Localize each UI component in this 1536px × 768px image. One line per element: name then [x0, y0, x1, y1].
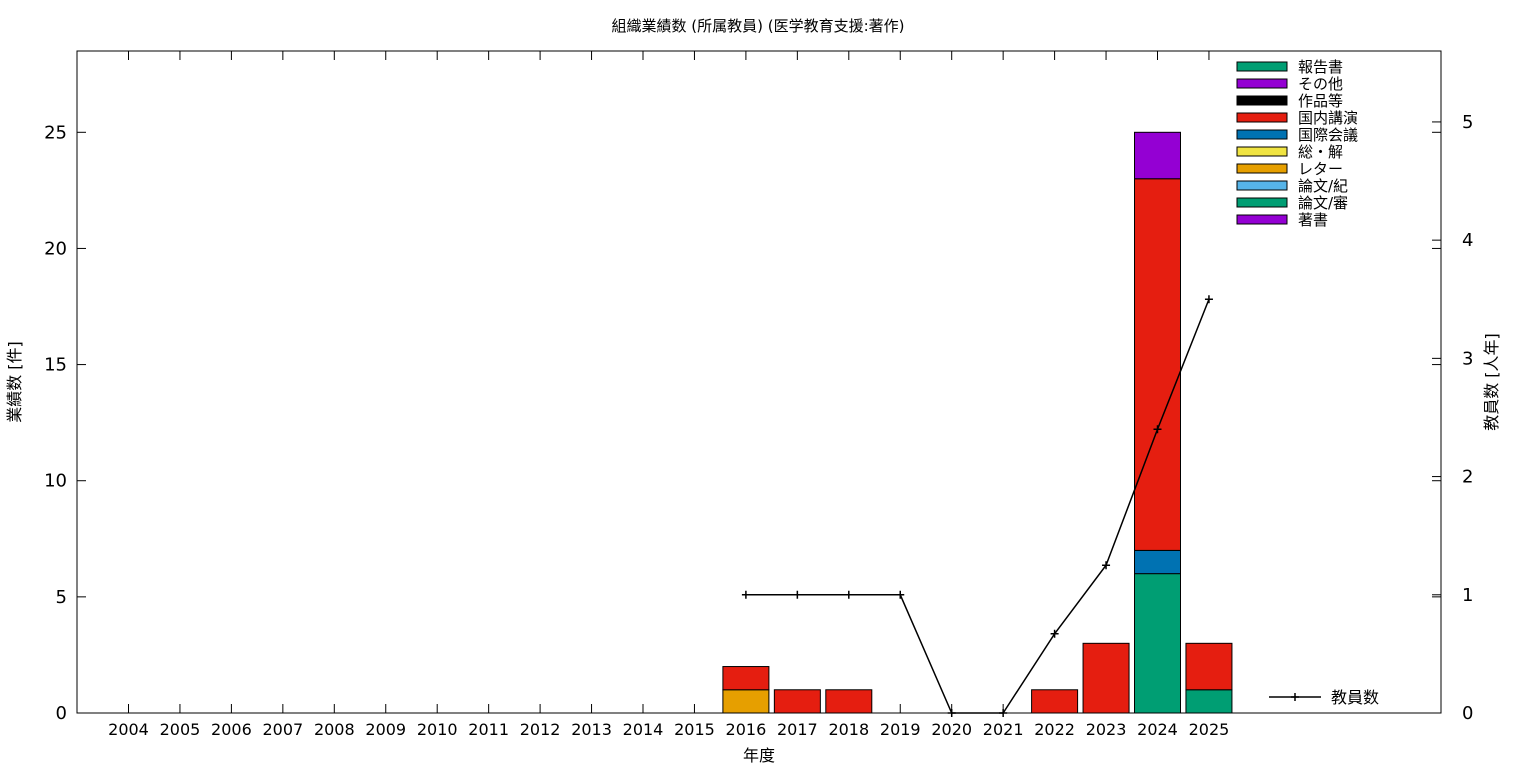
line-point-marker — [999, 709, 1008, 717]
legend-swatch — [1236, 129, 1288, 140]
line-point-marker — [1204, 295, 1213, 304]
legend-swatch — [1236, 214, 1288, 225]
line-point-marker — [947, 709, 956, 717]
legend-swatch — [1236, 197, 1288, 208]
x-tick-label: 2023 — [1086, 720, 1127, 739]
legend-swatch — [1236, 163, 1288, 174]
y2-tick-label: 5 — [1462, 112, 1473, 133]
legend-swatch — [1236, 146, 1288, 157]
legend-label: 国際会議 — [1298, 126, 1358, 144]
line-legend-marker — [1291, 693, 1299, 701]
x-axis-label: 年度 — [743, 746, 775, 765]
x-tick-label: 2021 — [983, 720, 1024, 739]
line-point-marker — [793, 590, 802, 599]
x-tick-label: 2004 — [108, 720, 149, 739]
legend-label: 論文/審 — [1298, 194, 1348, 212]
legend-swatch — [1236, 112, 1288, 123]
x-tick-label: 2008 — [314, 720, 355, 739]
y-axis-label: 業績数 [件] — [5, 341, 24, 423]
line-legend-label: 教員数 — [1331, 688, 1379, 707]
legend-label: 著書 — [1298, 211, 1328, 229]
bar-segment — [773, 689, 821, 714]
bar-segment — [1185, 642, 1233, 691]
y-tick-label: 0 — [56, 703, 67, 724]
chart-title: 組織業績数 (所属教員) (医学教育支援:著作) — [612, 17, 905, 35]
bar-segment — [1134, 178, 1181, 551]
bar-segment — [1134, 131, 1181, 180]
legend-label: 報告書 — [1298, 58, 1343, 76]
legend-label: 国内講演 — [1298, 109, 1358, 127]
legend-swatch — [1236, 78, 1288, 89]
y-tick-label: 25 — [44, 122, 67, 143]
legend-swatch — [1236, 61, 1288, 72]
legend-label: 論文/紀 — [1298, 177, 1348, 195]
faculty-line-group — [741, 295, 1213, 717]
x-tick-label: 2015 — [674, 720, 715, 739]
x-tick-label: 2014 — [623, 720, 664, 739]
x-tick-label: 2019 — [880, 720, 921, 739]
x-tick-label: 2005 — [160, 720, 201, 739]
bar-group — [722, 131, 1233, 714]
y-axis-ticks: 0 5 10 15 20 25 — [44, 122, 1441, 724]
line-point-marker — [741, 590, 750, 599]
x-tick-label: 2009 — [365, 720, 406, 739]
bar-segment — [1031, 689, 1079, 714]
faculty-line — [745, 298, 1210, 714]
x-tick-label: 2022 — [1034, 720, 1075, 739]
y2-axis-ticks: 0 1 2 3 4 5 — [1432, 112, 1473, 724]
y2-tick-label: 2 — [1462, 467, 1473, 488]
legend-swatch — [1236, 95, 1288, 106]
line-point-marker — [1153, 425, 1162, 434]
legend-label: レター — [1298, 160, 1343, 178]
x-tick-label: 2011 — [468, 720, 509, 739]
bar-segment — [1082, 642, 1130, 714]
x-tick-label: 2007 — [262, 720, 303, 739]
y2-tick-label: 3 — [1462, 348, 1473, 369]
legend-label: 作品等 — [1298, 92, 1343, 110]
y-tick-label: 5 — [56, 587, 67, 608]
x-tick-label: 2006 — [211, 720, 252, 739]
x-tick-label: 2010 — [417, 720, 458, 739]
x-tick-label: 2017 — [777, 720, 818, 739]
y2-axis-label: 教員数 [人年] — [1482, 333, 1501, 431]
bar-segment — [722, 689, 770, 714]
y2-tick-label: 1 — [1462, 585, 1473, 606]
line-legend: 教員数 — [1269, 688, 1379, 707]
x-tick-label: 2024 — [1137, 720, 1178, 739]
x-tick-label: 2018 — [828, 720, 869, 739]
x-tick-label: 2016 — [726, 720, 767, 739]
legend-swatch — [1236, 180, 1288, 191]
x-tick-label: 2012 — [520, 720, 561, 739]
bar-segment — [1134, 549, 1181, 575]
bar-segment — [1185, 689, 1233, 714]
legend-label: その他 — [1298, 75, 1343, 93]
line-point-marker — [896, 590, 905, 599]
y-tick-label: 15 — [44, 355, 67, 376]
legend-label: 総・解 — [1298, 143, 1343, 161]
line-point-marker — [1050, 629, 1059, 638]
y2-tick-label: 4 — [1462, 230, 1473, 251]
line-point-marker — [844, 590, 853, 599]
bar-segment — [722, 666, 770, 691]
y-tick-label: 10 — [44, 471, 67, 492]
bar-segment — [825, 689, 873, 714]
y-tick-label: 20 — [44, 238, 67, 259]
line-point-marker — [1102, 561, 1111, 570]
x-tick-label: 2025 — [1189, 720, 1230, 739]
x-axis-ticks: 2004 2005 2006 2007 2008 2009 2010 2011 2012 2013… — [108, 51, 1229, 739]
x-tick-label: 2020 — [931, 720, 972, 739]
x-tick-label: 2013 — [571, 720, 612, 739]
bar-segment — [1134, 573, 1181, 714]
plot-frame — [76, 50, 1442, 714]
y2-tick-label: 0 — [1462, 703, 1473, 724]
